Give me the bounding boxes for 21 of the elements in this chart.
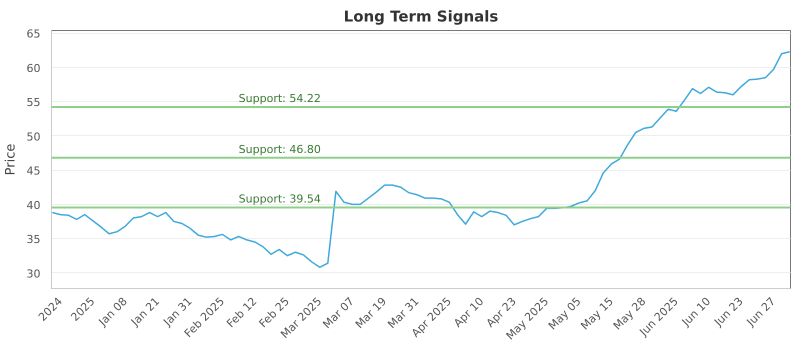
x-tick-label: Jun 27	[744, 294, 778, 330]
x-tick-label: Jan 21	[128, 294, 162, 330]
y-tick-label: 55	[26, 96, 41, 110]
y-tick-label: 65	[26, 28, 41, 41]
ref-line-label: Support: 54.22	[238, 92, 321, 106]
ref-line-label: Support: 46.80	[238, 142, 321, 156]
line-series	[52, 50, 790, 268]
ref-line-label: Support: 39.54	[238, 192, 321, 206]
y-tick-label: 50	[26, 130, 41, 144]
y-tick-label: 40	[26, 198, 41, 212]
y-axis-title: Price	[4, 144, 19, 176]
y-tick-label: 30	[26, 267, 41, 280]
x-tick-label: Jun 23	[711, 294, 746, 330]
x-tick-label: Jan 08	[96, 294, 130, 330]
chart-title: Long Term Signals	[344, 8, 498, 26]
y-tick-label: 35	[26, 233, 41, 246]
x-tick-label: Feb 12	[224, 294, 260, 330]
x-tick-label: Apr 10	[451, 294, 486, 330]
y-tick-label: 45	[26, 164, 41, 178]
x-tick-label: Jun 10	[678, 294, 714, 330]
y-tick-label: 60	[26, 62, 41, 75]
